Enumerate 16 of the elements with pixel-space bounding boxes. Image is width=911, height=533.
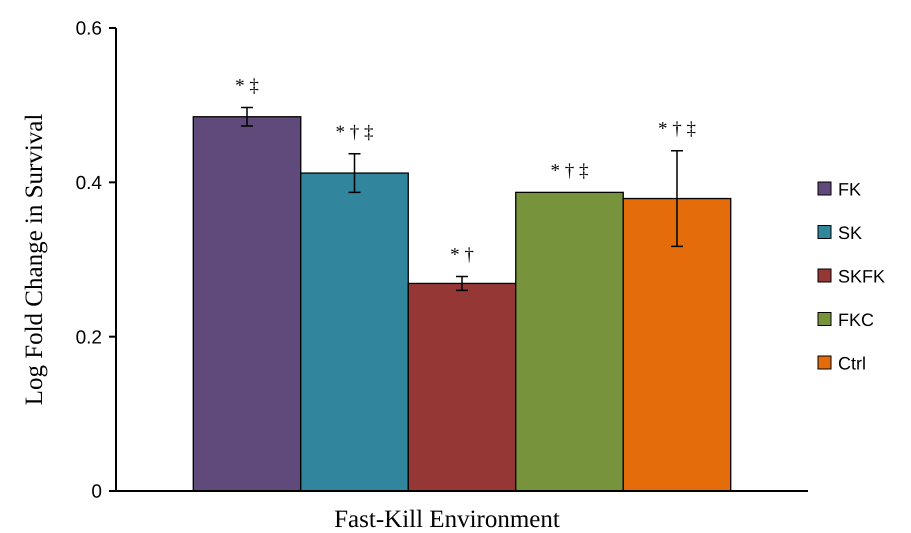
y-tick-label: 0.2 xyxy=(76,327,102,348)
y-tick-label: 0 xyxy=(91,482,102,503)
legend-label: FKC xyxy=(838,310,874,330)
x-axis-title: Fast-Kill Environment xyxy=(334,506,560,533)
y-axis-title: Log Fold Change in Survival xyxy=(21,114,48,406)
annotation: * † ‡ xyxy=(336,122,374,143)
y-tick-label: 0.6 xyxy=(76,18,102,40)
legend-label: FK xyxy=(838,179,862,200)
annotation: * ‡ xyxy=(235,75,259,96)
annotation: * † xyxy=(450,244,474,266)
legend-label: Ctrl xyxy=(838,353,866,374)
annotation: * † ‡ xyxy=(658,118,696,140)
annotation: * † ‡ xyxy=(550,160,588,182)
legend-label: SK xyxy=(838,222,862,243)
legend-label: SKFK xyxy=(838,266,886,286)
y-tick-label: 0.4 xyxy=(76,172,102,194)
